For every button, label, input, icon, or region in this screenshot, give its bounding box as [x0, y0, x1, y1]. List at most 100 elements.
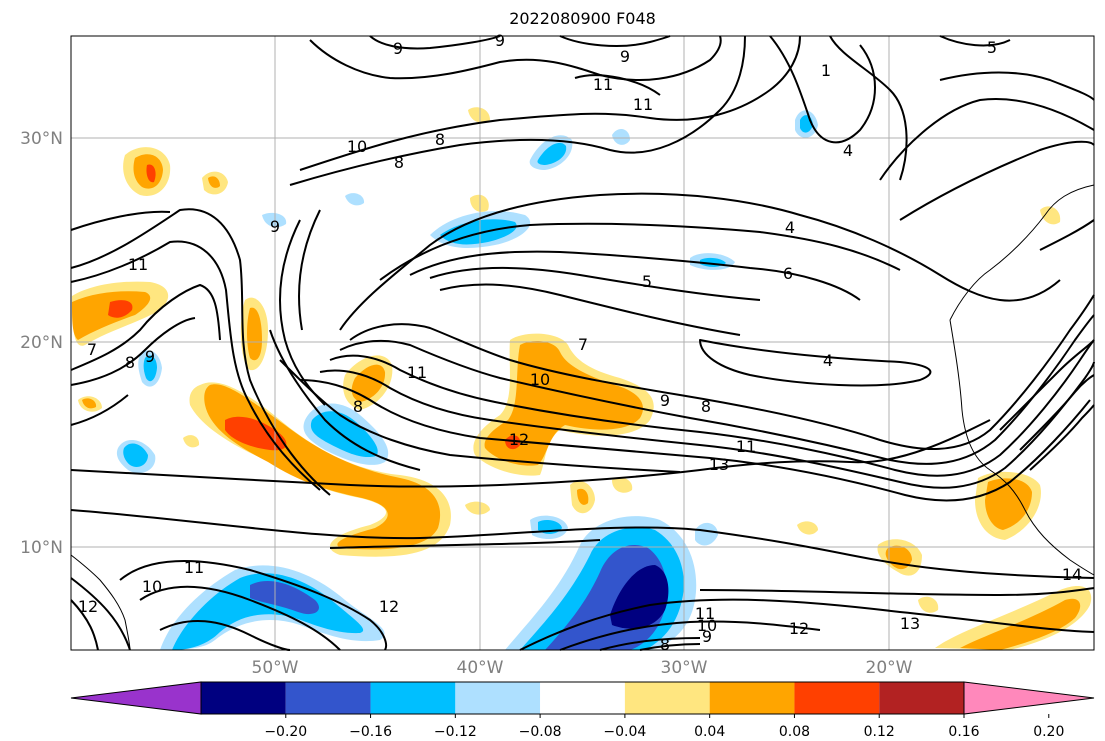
contour-line [369, 35, 501, 50]
contour-line [70, 284, 221, 371]
contour-line [70, 599, 99, 651]
contour-line [699, 587, 1095, 596]
contour-label: 9 [145, 347, 155, 366]
colorbar-swatch [794, 682, 880, 714]
colorbar-ticks: −0.20 −0.16 −0.12 −0.08 −0.04 0.04 0.08 0.12 0.1… [264, 714, 1064, 740]
contour-label: 7 [578, 335, 588, 354]
contour-line [1019, 374, 1095, 451]
shade-positive-small-11 [1040, 206, 1061, 225]
contour-label: 11 [695, 604, 715, 623]
contour-line [329, 539, 601, 549]
colorbar-swatch [540, 682, 625, 714]
shade-positive-small-1 [470, 194, 489, 212]
contour-line [319, 361, 1095, 489]
colorbar-swatch [285, 682, 371, 714]
contour-label: 13 [900, 614, 920, 633]
shade-negative-small-6 [262, 212, 287, 228]
contour-label: 8 [660, 635, 670, 654]
contour-line [769, 35, 876, 144]
shade-negative-57w-mid [123, 443, 148, 467]
contour-line [574, 74, 661, 96]
contour-label: 12 [509, 430, 529, 449]
contour-line [339, 192, 1061, 331]
colorbar-swatch [709, 682, 795, 714]
colorbar-swatch [455, 682, 541, 714]
contour-label: 1 [821, 61, 831, 80]
contour-line [298, 209, 321, 331]
contour-line [429, 266, 761, 301]
shade-negative-36w-north-mid [537, 142, 567, 165]
contour-line [559, 35, 671, 47]
contour-label: 12 [379, 597, 399, 616]
colorbar-extend-low [70, 681, 202, 715]
colorbar: −0.20 −0.16 −0.12 −0.08 −0.04 0.04 0.08 0.12 0.1… [70, 681, 1095, 740]
contour-line [899, 140, 1095, 221]
axis-labels: 30°N 20°N 10°N 50°W 40°W 30°W 20°W [20, 129, 913, 678]
shade-positive-small-5 [465, 501, 490, 515]
colorbar-tick-label: −0.20 [264, 724, 307, 740]
lon-label-40w: 40°W [457, 658, 504, 678]
coast-africa-nw [949, 184, 1095, 321]
contour-labels: 9 9 9 5 11 11 1 10 8 8 4 9 4 11 5 6 7 8 … [78, 31, 1082, 654]
colorbar-swatch [624, 682, 710, 714]
colorbar-tick-label: 0.16 [948, 724, 979, 740]
coast-africa-west [949, 319, 1095, 576]
contour-line [639, 643, 701, 651]
shade-positive-small-10 [468, 107, 490, 123]
contour-label: 9 [620, 47, 630, 66]
contour-line [119, 560, 388, 651]
shade-positive-36w-red [505, 435, 521, 450]
contour-label: 11 [633, 95, 653, 114]
contour-label: 9 [270, 217, 280, 236]
contour-label: 9 [660, 391, 670, 410]
contour-label: 11 [407, 363, 427, 382]
contour-line [339, 314, 1095, 465]
contour-label: 6 [783, 264, 793, 283]
contour-label: 9 [495, 31, 505, 50]
contour-line [699, 339, 932, 387]
lon-label-20w: 20°W [866, 658, 913, 678]
shade-positive-55w-red [225, 416, 287, 451]
colorbar-tick-label: −0.12 [434, 724, 477, 740]
contour-line [299, 35, 801, 171]
contour-label: 4 [785, 218, 795, 237]
shade-positive-52w-core [247, 307, 262, 361]
shade-positive-58w-north-red [146, 164, 156, 183]
lat-label-10n: 10°N [20, 538, 63, 558]
contour-line [70, 394, 129, 426]
colorbar-swatch [879, 682, 964, 714]
contour-line [289, 35, 746, 186]
shade-positive-small-6 [797, 521, 818, 535]
contour-line [139, 585, 341, 651]
contour-line [439, 283, 741, 336]
contour-label: 12 [789, 619, 809, 638]
contour-line [1029, 404, 1095, 471]
contour-label: 8 [353, 397, 363, 416]
shade-negative-52w-strong [250, 580, 319, 615]
contour-line [279, 219, 326, 406]
contour-label: 7 [87, 340, 97, 359]
contour-label: 5 [642, 272, 652, 291]
shade-positive-52w-north-core [208, 176, 220, 188]
colorbar-tick-label: 0.12 [864, 724, 895, 740]
contour-label: 4 [843, 141, 853, 160]
shade-positive-34w-orange [484, 340, 643, 466]
contour-label: 8 [701, 397, 711, 416]
contour-label: 4 [823, 351, 833, 370]
contour-line [70, 577, 131, 651]
contour-label: 10 [697, 616, 717, 635]
contour-line [309, 35, 722, 81]
shaded-field [72, 107, 1092, 650]
contour-label: 10 [530, 370, 550, 389]
shade-negative-small-3 [695, 522, 718, 546]
contour-line [599, 637, 701, 651]
shade-negative-57w-mid-lat-core [143, 355, 157, 382]
colorbar-tick-label: −0.04 [603, 724, 646, 740]
contour-line [409, 250, 861, 301]
shade-positive-se [935, 585, 1092, 650]
contour-label: 11 [593, 75, 613, 94]
contour-line [559, 620, 821, 651]
colorbar-swatch [201, 682, 286, 714]
contour-label: 8 [394, 153, 404, 172]
